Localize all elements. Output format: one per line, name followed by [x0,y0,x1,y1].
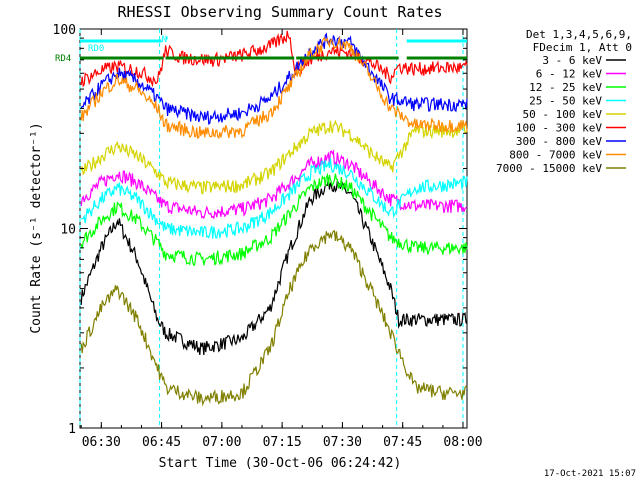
legend-label: 3 - 6 keV [542,54,602,67]
legend-header: FDecim 1, Att 0 [533,41,632,54]
series-line [80,36,468,140]
series-line [80,172,468,266]
series-line [80,177,468,356]
x-tick-label: 06:30 [82,435,121,450]
y-tick-label: 1 [68,422,76,437]
legend-label: 50 - 100 keV [523,108,603,121]
legend-label: 25 - 50 keV [529,95,602,108]
chart-title: RHESSI Observing Summary Count Rates [117,3,442,21]
legend-label: 12 - 25 keV [529,81,602,94]
series-line [80,30,468,88]
series-line [81,157,468,239]
flag-label: RD0 [88,44,104,54]
legend-label: 300 - 800 keV [516,135,602,148]
timestamp: 17-Oct-2021 15:07 [544,469,636,479]
y-tick-label: 100 [53,23,76,38]
data-series [80,30,468,407]
x-axis-label: Start Time (30-Oct-06 06:24:42) [159,456,402,471]
x-tick-label: 07:45 [383,435,422,450]
legend-label: 7000 - 15000 keV [496,162,602,175]
series-line [80,149,468,220]
series-line [80,32,468,125]
legend: Det 1,3,4,5,6,9,FDecim 1, Att 03 - 6 keV… [496,28,632,175]
legend-label: 100 - 300 keV [516,122,602,135]
status-flags: RD0 RD4 N [55,35,467,64]
y-tick-label: 10 [60,223,76,238]
x-tick-label: 08:00 [443,435,482,450]
legend-label: 800 - 7000 keV [509,149,602,162]
series-line [80,229,468,407]
flag-label: RD4 [55,54,71,64]
flag-label: N [162,35,167,45]
x-tick-label: 07:00 [202,435,241,450]
legend-header: Det 1,3,4,5,6,9, [526,28,632,41]
y-axis-label: Count Rate (s⁻¹ detector⁻¹) [29,122,44,333]
x-tick-label: 06:45 [142,435,181,450]
axes: 06:30 06:45 07:00 07:15 07:30 07:45 08:00 1 10 10… [53,23,483,450]
series-line [80,119,468,195]
x-tick-label: 07:30 [323,435,362,450]
x-tick-label: 07:15 [263,435,302,450]
legend-label: 6 - 12 keV [536,68,603,81]
